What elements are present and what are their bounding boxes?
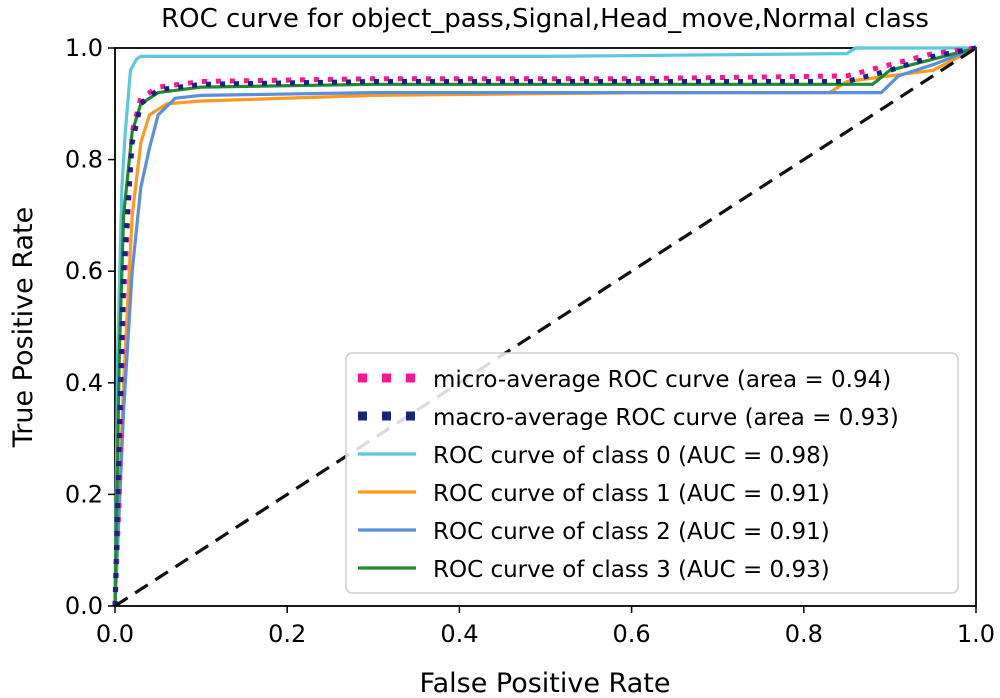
legend-label-3: ROC curve of class 1 (AUC = 0.91) (433, 481, 830, 507)
x-tick-label: 0.2 (268, 620, 306, 648)
legend-label-2: ROC curve of class 0 (AUC = 0.98) (433, 443, 830, 469)
legend-label-1: macro-average ROC curve (area = 0.93) (433, 405, 899, 431)
x-axis-label: False Positive Rate (420, 668, 671, 698)
x-tick-label: 0.4 (440, 620, 478, 648)
roc-series-line-2 (113, 46, 976, 607)
legend-label-4: ROC curve of class 2 (AUC = 0.91) (433, 519, 830, 545)
y-tick-label: 0.2 (65, 480, 103, 508)
x-tick-label: 0.6 (613, 620, 651, 648)
x-tick-label: 1.0 (957, 620, 995, 648)
y-tick-label: 0.8 (65, 146, 103, 174)
legend-label-5: ROC curve of class 3 (AUC = 0.93) (433, 557, 830, 583)
roc-series-line-3 (113, 46, 977, 607)
x-tick-label: 0.8 (785, 620, 823, 648)
legend-label-0: micro-average ROC curve (area = 0.94) (433, 367, 891, 393)
roc-series-line-0 (112, 45, 977, 607)
y-axis-label: True Positive Rate (8, 207, 39, 449)
roc-series-line-4 (113, 46, 977, 607)
chance-diagonal-line (114, 46, 977, 608)
chart-title: ROC curve for object_pass,Signal,Head_mo… (161, 4, 929, 34)
y-tick-label: 1.0 (65, 34, 103, 62)
y-tick-label: 0.4 (65, 369, 103, 397)
y-tick-label: 0.6 (65, 257, 103, 285)
legend-box (345, 352, 959, 594)
roc-series-line-5 (113, 46, 977, 607)
y-tick-label: 0.0 (65, 592, 103, 620)
x-tick-label: 0.0 (96, 620, 134, 648)
legend: micro-average ROC curve (area = 0.94) mac… (345, 352, 959, 594)
